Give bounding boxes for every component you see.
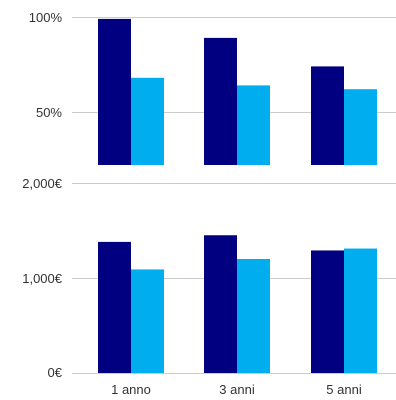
top-bar-series2-1-anno — [131, 77, 164, 165]
top-bar-series2-5-anni — [344, 89, 377, 165]
bottom-bar-series2-3-anni — [237, 259, 270, 373]
bottom-ytick-0: 0€ — [48, 365, 63, 380]
bottom-bar-series1-3-anni — [204, 235, 237, 373]
bottom-bar-series2-5-anni — [344, 248, 377, 373]
top-bar-series1-1-anno — [98, 18, 131, 166]
bottom-bar-series2-1-anno — [131, 269, 164, 373]
top-bar-series1-5-anni — [311, 66, 344, 165]
bottom-bar-series1-5-anni — [311, 250, 344, 373]
x-category-3-anni: 3 anni — [219, 382, 255, 397]
x-category-1-anno: 1 anno — [111, 382, 151, 397]
bar-layer — [98, 18, 377, 373]
top-bar-series2-3-anni — [237, 85, 270, 165]
bottom-ytick-2000: 2,000€ — [22, 176, 63, 191]
label-layer: 100% 50% 2,000€ 1,000€ 0€ 1 anno 3 anni … — [22, 10, 362, 397]
top-ytick-100: 100% — [29, 10, 63, 25]
top-bar-series1-3-anni — [204, 37, 237, 165]
bottom-ytick-1000: 1,000€ — [22, 271, 63, 286]
top-ytick-50: 50% — [36, 105, 62, 120]
bottom-bar-series1-1-anno — [98, 241, 131, 373]
x-category-5-anni: 5 anni — [326, 382, 362, 397]
